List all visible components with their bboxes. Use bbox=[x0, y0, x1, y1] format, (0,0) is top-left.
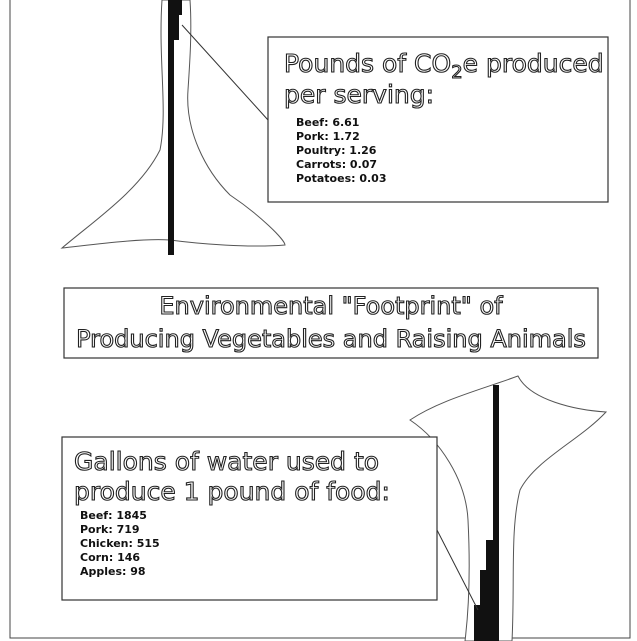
bar-stack bbox=[174, 0, 182, 15]
water-box bbox=[61, 436, 438, 601]
bar-stack bbox=[480, 570, 486, 641]
item: Pork: 719 bbox=[80, 523, 140, 536]
item: Pork: 1.72 bbox=[296, 130, 360, 143]
title-box bbox=[63, 287, 599, 359]
water-heading: produce 1 pound of food: bbox=[74, 477, 390, 506]
title: Environmental "Footprint" of bbox=[159, 292, 503, 320]
bar-stack bbox=[493, 385, 499, 641]
connector bbox=[436, 529, 479, 611]
footprint-bottom bbox=[409, 375, 608, 641]
bar-stack bbox=[174, 15, 179, 40]
heading-text: Pounds of CO bbox=[284, 49, 451, 78]
title: Producing Vegetables and Raising Animals bbox=[76, 325, 586, 353]
item: Corn: 146 bbox=[80, 551, 140, 564]
subscript: 2 bbox=[451, 62, 462, 83]
co2-box bbox=[267, 36, 609, 203]
bar-stack bbox=[474, 605, 480, 641]
water-heading: Gallons of water used to bbox=[74, 447, 379, 476]
co2-heading: Pounds of CO2e produced bbox=[284, 49, 604, 83]
item: Apples: 98 bbox=[80, 565, 146, 578]
item: Carrots: 0.07 bbox=[296, 158, 377, 171]
item: Beef: 1845 bbox=[80, 509, 147, 522]
item: Poultry: 1.26 bbox=[296, 144, 377, 157]
item: Chicken: 515 bbox=[80, 537, 160, 550]
connector bbox=[181, 24, 269, 121]
item: Beef: 6.61 bbox=[296, 116, 359, 129]
item: Potatoes: 0.03 bbox=[296, 172, 387, 185]
bar-stack bbox=[486, 540, 493, 641]
heading-text: e produced bbox=[463, 49, 604, 78]
bar-stack bbox=[168, 0, 174, 255]
co2-heading: per serving: bbox=[284, 80, 434, 109]
frame bbox=[9, 0, 631, 639]
